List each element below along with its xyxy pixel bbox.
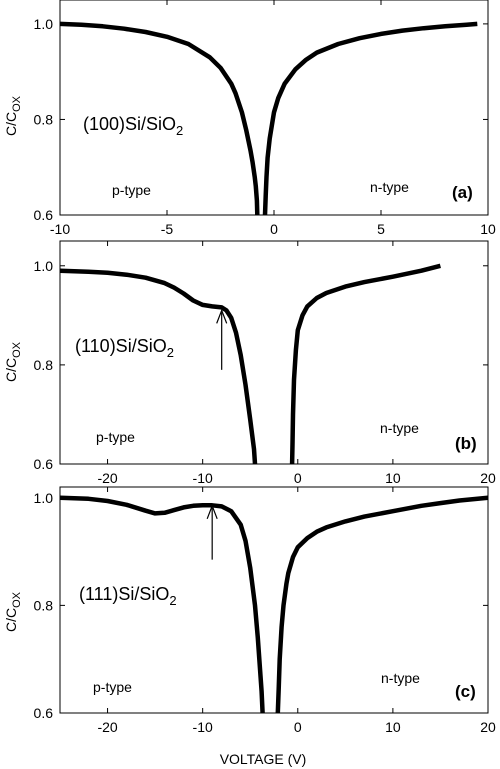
cv-curve-a-left: [59, 21, 260, 216]
y-tick-label-a: 0.6: [34, 207, 54, 223]
panel-c: C/COX (111)Si/SiO2 p-type n-type (c) -20…: [3, 486, 496, 735]
x-tick-label-a: -5: [161, 221, 174, 237]
x-tick-label-c: 20: [480, 719, 496, 735]
p-type-label-a: p-type: [112, 182, 151, 198]
y-axis-title-a: C/COX: [3, 95, 23, 136]
x-tick-label-b: -20: [97, 470, 117, 486]
arrow-head-c: [206, 504, 218, 520]
n-type-label-a: n-type: [370, 179, 409, 195]
x-tick-label-a: 10: [480, 221, 496, 237]
n-type-label-c: n-type: [381, 670, 420, 686]
sample-label-a: (100)Si/SiO2: [83, 114, 183, 138]
x-tick-label-c: 10: [385, 719, 401, 735]
plot-frame-b: [59, 240, 489, 465]
x-tick-label-c: 0: [294, 719, 302, 735]
x-tick-label-a: 5: [377, 221, 385, 237]
p-type-label-b: p-type: [96, 429, 135, 445]
x-tick-label-b: 20: [480, 470, 496, 486]
panel-a: C/COX (100)Si/SiO2 p-type n-type (a) -10…: [3, 0, 496, 237]
p-type-label-c: p-type: [93, 679, 132, 695]
x-axis-title: VOLTAGE (V): [220, 751, 307, 767]
cv-curve-c-right: [275, 495, 489, 714]
panel-b: C/COX (110)Si/SiO2 p-type n-type (b) -20…: [3, 240, 496, 486]
x-tick-label-b: 0: [294, 470, 302, 486]
arrow-head-b: [216, 308, 228, 324]
y-tick-label-b: 0.6: [34, 456, 54, 472]
y-tick-label-c: 1.0: [34, 490, 54, 506]
sample-label-b: (110)Si/SiO2: [75, 336, 174, 360]
y-tick-label-c: 0.6: [34, 705, 54, 721]
plot-frame-c: [59, 486, 489, 714]
n-type-label-b: n-type: [380, 420, 419, 436]
cv-curve-b-right: [289, 263, 441, 465]
cv-curve-a-right: [262, 21, 478, 216]
cv-curve-b-left: [59, 268, 258, 465]
y-axis-title-c: C/COX: [3, 591, 23, 632]
x-tick-label-b: -10: [193, 470, 213, 486]
y-tick-label-c: 0.8: [34, 597, 54, 613]
x-tick-label-a: 0: [270, 221, 278, 237]
panel-label-b: (b): [455, 434, 477, 453]
cv-curve-c-left: [59, 495, 265, 714]
x-tick-label-b: 10: [385, 470, 401, 486]
y-tick-label-b: 0.8: [34, 357, 54, 373]
x-tick-label-c: -20: [97, 719, 117, 735]
sample-label-c: (111)Si/SiO2: [79, 584, 177, 608]
panel-label-c: (c): [455, 682, 476, 701]
y-axis-title-b: C/COX: [3, 341, 23, 382]
panel-label-a: (a): [452, 183, 473, 202]
x-tick-label-c: -10: [193, 719, 213, 735]
y-tick-label-b: 1.0: [34, 258, 54, 274]
y-tick-label-a: 0.8: [34, 111, 54, 127]
y-tick-label-a: 1.0: [34, 16, 54, 32]
x-tick-label-a: -10: [50, 221, 70, 237]
